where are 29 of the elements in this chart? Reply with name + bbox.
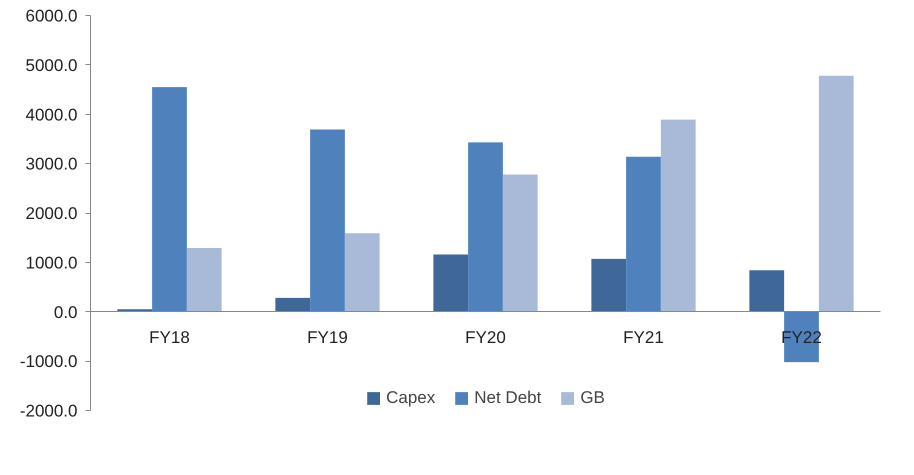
bar: [275, 298, 310, 312]
bar: [310, 130, 345, 312]
x-tick-label: FY18: [149, 328, 190, 347]
bar: [626, 156, 661, 312]
bar: [344, 233, 380, 312]
bar: [433, 254, 468, 312]
x-tick-label: FY21: [623, 328, 664, 347]
y-tick-label: 1000.0: [26, 253, 78, 272]
y-tick-label: -2000.0: [20, 402, 78, 420]
x-tick-label: FY20: [465, 328, 506, 347]
y-tick-label: 6000.0: [26, 6, 78, 26]
x-tick-label: FY19: [307, 328, 348, 347]
y-tick-label: 2000.0: [26, 204, 78, 223]
bar: [660, 120, 696, 312]
legend-label: Net Debt: [474, 388, 542, 408]
y-tick-label: 3000.0: [26, 154, 78, 174]
bar: [186, 248, 222, 312]
y-tick-label: 4000.0: [26, 105, 78, 124]
y-tick-label: 0.0: [54, 302, 78, 322]
legend-label: GB: [580, 388, 605, 408]
y-tick-label: 5000.0: [26, 56, 78, 75]
bar: [591, 258, 626, 312]
bar: [468, 142, 503, 312]
bar: [152, 87, 187, 312]
legend-label: Capex: [386, 388, 436, 408]
y-tick-label: -1000.0: [20, 352, 78, 372]
bar: [749, 270, 784, 312]
bar: [818, 76, 854, 312]
bar: [502, 174, 538, 312]
